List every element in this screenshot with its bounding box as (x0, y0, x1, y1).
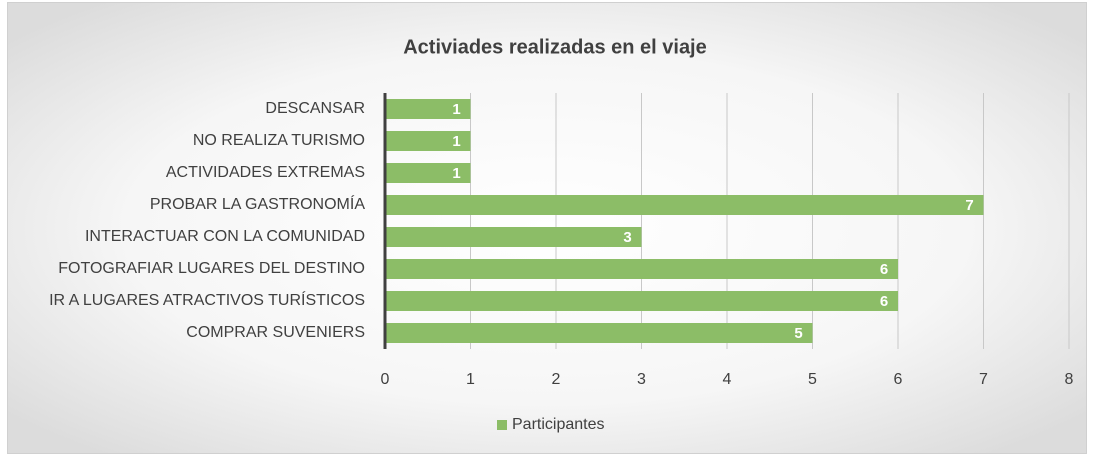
bar (385, 163, 471, 183)
x-tick-label: 7 (979, 371, 988, 388)
data-label: 1 (452, 133, 460, 150)
data-label: 3 (623, 229, 631, 246)
legend-label: Participantes (512, 416, 605, 433)
y-tick-label: DESCANSAR (265, 100, 365, 117)
x-tick-label: 2 (552, 371, 561, 388)
x-tick-label: 1 (466, 371, 475, 388)
y-tick-label: INTERACTUAR CON LA COMUNIDAD (85, 228, 365, 245)
bar (385, 131, 471, 151)
bar (385, 99, 471, 119)
data-label: 7 (965, 197, 973, 214)
bar (385, 227, 642, 247)
y-tick-label: NO REALIZA TURISMO (193, 132, 365, 149)
x-tick-label: 6 (894, 371, 903, 388)
data-label: 5 (794, 325, 802, 342)
x-tick-label: 5 (808, 371, 817, 388)
x-tick-label: 8 (1065, 371, 1074, 388)
x-tick-label: 0 (381, 371, 390, 388)
x-tick-label: 4 (723, 371, 732, 388)
y-tick-label: COMPRAR SUVENIERS (186, 324, 365, 341)
x-tick-label: 3 (637, 371, 646, 388)
y-tick-label: IR A LUGARES ATRACTIVOS TURÍSTICOS (49, 290, 365, 309)
bar (385, 291, 898, 311)
bar (385, 195, 984, 215)
data-label: 6 (880, 293, 888, 310)
bar (385, 323, 813, 343)
y-tick-label: PROBAR LA GASTRONOMÍA (150, 194, 365, 213)
y-tick-label: FOTOGRAFIAR LUGARES DEL DESTINO (58, 260, 365, 277)
bar (385, 259, 898, 279)
chart-title: Activiades realizadas en el viaje (403, 36, 707, 58)
data-label: 6 (880, 261, 888, 278)
data-label: 1 (452, 165, 460, 182)
data-label: 1 (452, 101, 460, 118)
y-tick-label: ACTIVIDADES EXTREMAS (166, 164, 365, 181)
legend-swatch (497, 420, 507, 430)
